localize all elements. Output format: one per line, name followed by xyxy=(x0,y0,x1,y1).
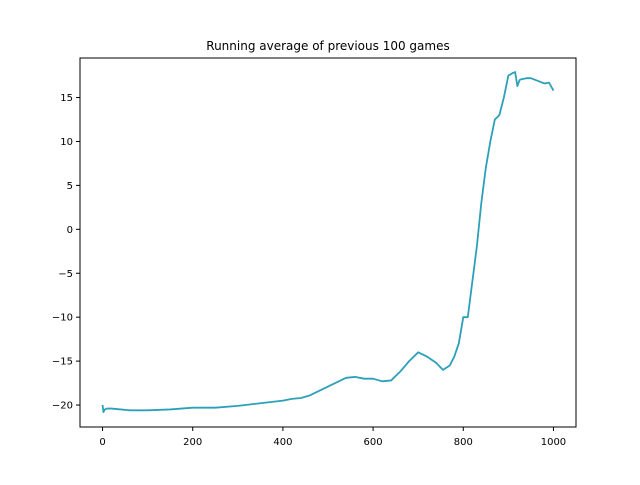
x-axis-ticks: 0 200 400 600 800 1000 xyxy=(99,427,566,448)
x-tick-label: 1000 xyxy=(541,437,566,448)
y-tick-label: 15 xyxy=(60,93,73,104)
y-tick-label: −5 xyxy=(58,269,73,280)
y-tick-label: 5 xyxy=(67,181,73,192)
plot-area xyxy=(101,71,555,413)
series-line-0 xyxy=(101,71,555,413)
x-tick-label: 200 xyxy=(183,437,202,448)
y-tick-label: 0 xyxy=(67,225,73,236)
x-tick-label: 400 xyxy=(273,437,292,448)
chart-title: Running average of previous 100 games xyxy=(206,39,449,53)
y-tick-label: 10 xyxy=(60,137,73,148)
x-tick-label: 600 xyxy=(364,437,383,448)
y-axis-ticks: −20 −15 −10 −5 0 5 10 15 xyxy=(52,93,80,412)
x-tick-label: 0 xyxy=(99,437,105,448)
y-tick-label: −15 xyxy=(52,357,73,368)
y-tick-label: −20 xyxy=(52,401,73,412)
y-tick-label: −10 xyxy=(52,313,73,324)
axes-frame xyxy=(79,57,577,428)
x-tick-label: 800 xyxy=(454,437,473,448)
